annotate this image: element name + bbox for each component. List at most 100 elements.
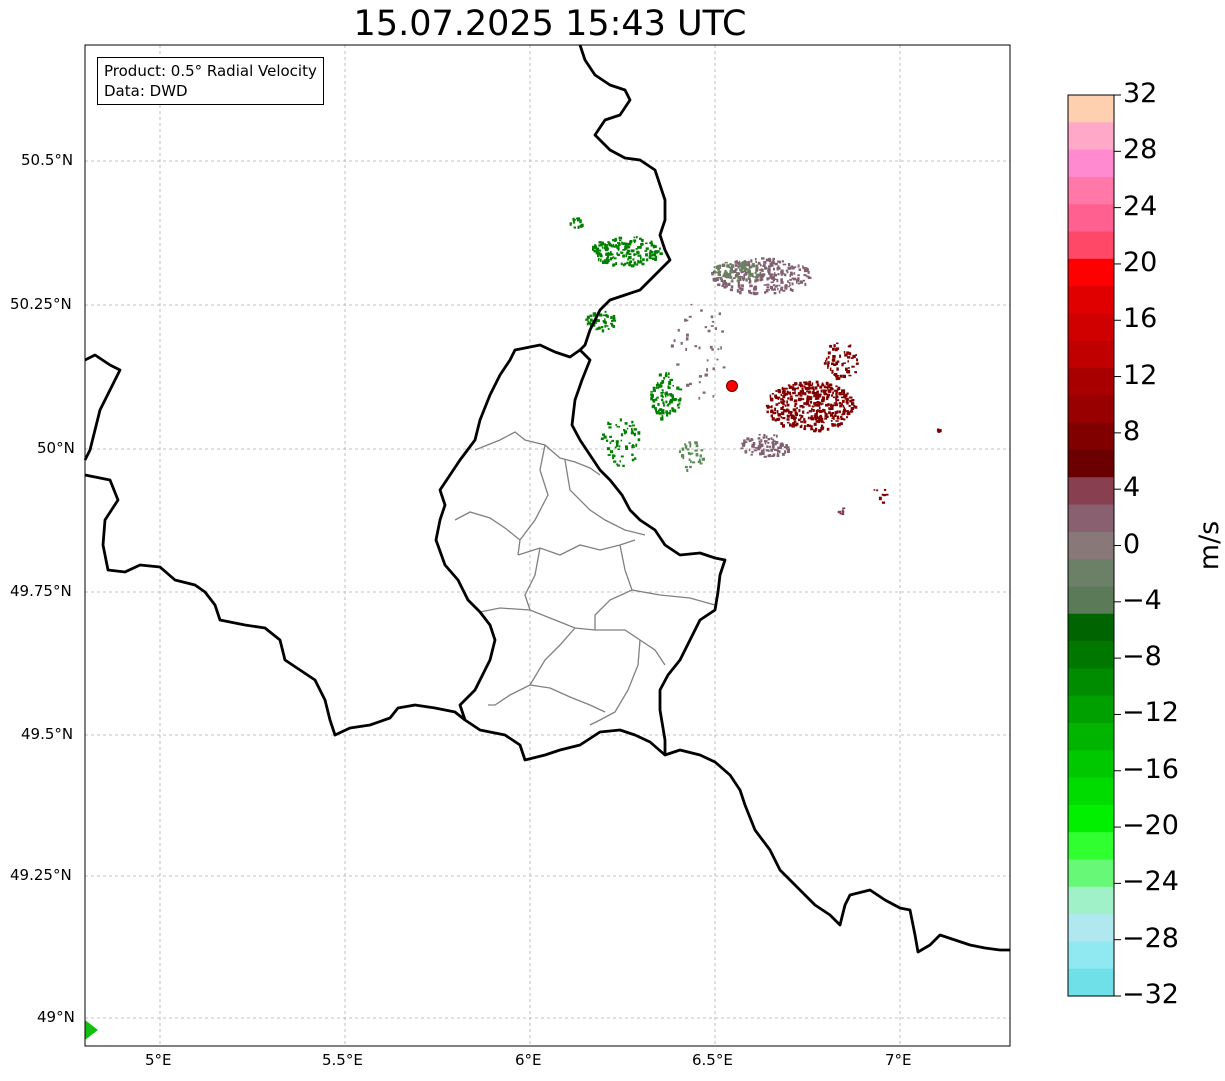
near-zero-echo: [770, 437, 773, 440]
outbound-echo: [787, 397, 790, 400]
near-zero-echo: [723, 285, 727, 289]
near-zero-echo: [751, 451, 754, 454]
near-zero-echo: [787, 266, 790, 269]
near-zero-echo: [755, 278, 759, 282]
inbound-echo: [620, 455, 624, 458]
near-zero-echo: [689, 382, 692, 386]
near-zero-echo: [765, 290, 769, 293]
outbound-echo: [827, 366, 829, 369]
near-zero-echo: [762, 436, 766, 439]
near-zero-echo: [769, 285, 773, 289]
outbound-echo: [831, 370, 834, 374]
inbound-echo: [629, 253, 632, 255]
inbound-echo: [633, 253, 636, 257]
inbound-echo: [637, 251, 640, 255]
near-zero-echo: [744, 261, 747, 265]
near-zero-echo: [742, 277, 746, 280]
near-zero-echo: [788, 285, 790, 288]
near-zero-echo: [764, 442, 767, 445]
near-zero-echo: [686, 448, 690, 451]
outbound-echo: [818, 403, 821, 407]
near-zero-echo: [724, 274, 728, 278]
outbound-echo: [834, 372, 838, 377]
outbound-echo: [803, 402, 807, 405]
near-zero-echo: [739, 264, 742, 268]
outbound-echo: [810, 401, 813, 404]
near-zero-echo: [750, 265, 753, 269]
near-zero-echo: [774, 262, 778, 266]
outbound-echo: [815, 380, 819, 384]
outbound-echo: [786, 414, 790, 418]
outbound-echo: [824, 389, 828, 392]
outbound-echo: [770, 410, 774, 414]
outbound-echo: [837, 377, 840, 380]
inbound-echo: [599, 249, 602, 252]
outbound-echo: [814, 386, 818, 390]
outbound-echo: [808, 385, 811, 389]
inbound-echo: [622, 242, 626, 245]
outbound-echo: [803, 420, 807, 424]
outbound-echo: [788, 412, 790, 414]
outbound-echo: [788, 391, 791, 395]
inbound-echo: [627, 246, 631, 249]
inbound-echo: [639, 259, 642, 263]
near-zero-echo: [755, 267, 759, 271]
near-zero-echo: [768, 265, 772, 268]
outbound-echo: [835, 395, 839, 399]
outbound-echo: [782, 395, 786, 399]
outbound-echo: [813, 422, 817, 426]
near-zero-echo: [740, 264, 744, 266]
near-zero-echo: [758, 433, 761, 436]
inbound-echo: [630, 249, 635, 253]
outbound-echo: [780, 407, 784, 410]
outbound-echo: [832, 396, 836, 399]
national-borders: [83, 44, 1010, 954]
inbound-echo: [614, 238, 618, 242]
outbound-echo: [814, 417, 818, 421]
outbound-echo: [769, 394, 772, 398]
inbound-echo: [604, 325, 607, 328]
near-zero-echo: [738, 260, 741, 263]
near-zero-echo: [690, 303, 693, 306]
near-zero-echo: [802, 265, 804, 269]
outbound-echo: [824, 360, 827, 362]
near-zero-echo: [676, 363, 680, 366]
near-zero-echo: [727, 275, 729, 278]
near-zero-echo: [842, 508, 844, 511]
near-zero-echo: [715, 271, 718, 273]
inbound-echo: [589, 314, 593, 317]
inbound-echo: [620, 251, 624, 254]
inbound-echo: [665, 391, 668, 394]
near-zero-echo: [766, 277, 769, 281]
outbound-echo: [820, 424, 823, 427]
outbound-echo: [830, 419, 833, 422]
inbound-echo: [633, 239, 636, 244]
near-zero-echo: [773, 273, 777, 277]
outbound-echo: [776, 417, 780, 421]
inbound-echo: [612, 455, 615, 460]
near-zero-echo: [778, 261, 782, 264]
inbound-echo: [607, 258, 610, 263]
inbound-echo: [605, 252, 609, 256]
near-zero-echo: [746, 437, 750, 441]
outbound-echo: [812, 417, 815, 421]
near-zero-echo: [714, 327, 717, 330]
outbound-echo: [777, 413, 781, 417]
outbound-echo: [808, 410, 812, 413]
outbound-echo: [936, 429, 940, 432]
inbound-echo: [633, 428, 637, 431]
inbound-echo: [616, 464, 620, 467]
near-zero-echo: [702, 391, 706, 394]
near-zero-echo: [771, 445, 775, 449]
near-zero-echo: [799, 281, 804, 284]
inbound-echo: [676, 386, 680, 390]
near-zero-echo: [686, 333, 689, 337]
outbound-echo: [839, 354, 841, 358]
colorbar-tick-label: −4: [1122, 584, 1162, 616]
outbound-echo: [847, 356, 851, 359]
inbound-echo: [608, 426, 612, 429]
inbound-echo: [650, 393, 654, 397]
near-zero-echo: [786, 269, 789, 272]
near-zero-echo: [741, 284, 744, 288]
inbound-echo: [660, 417, 664, 421]
